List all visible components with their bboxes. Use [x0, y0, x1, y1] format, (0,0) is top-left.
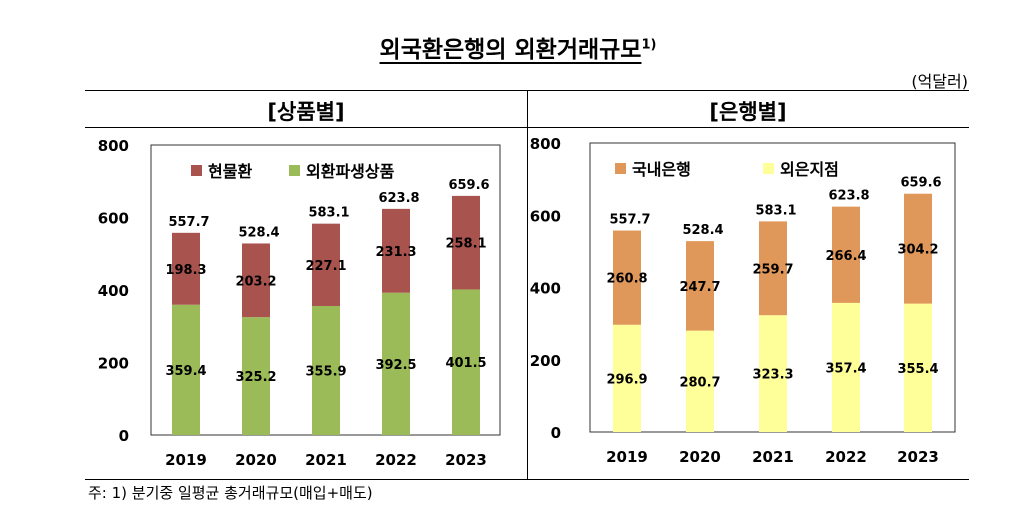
total-label: 623.8: [378, 191, 419, 206]
title-note: 1): [641, 37, 657, 53]
unit-label: (억달러): [911, 72, 968, 91]
bar-segment: [452, 195, 480, 290]
x-tick-label: 2022: [375, 451, 417, 469]
total-label: 623.8: [828, 189, 869, 204]
x-tick-label: 2019: [165, 451, 207, 469]
x-tick-label: 2019: [606, 448, 648, 466]
y-tick-label: 800: [530, 135, 561, 153]
data-label: 260.8: [606, 272, 647, 287]
total-label: 583.1: [755, 203, 796, 218]
bar-segment: [759, 221, 787, 316]
legend-label: 현물환: [208, 162, 252, 181]
x-tick-label: 2023: [897, 448, 939, 466]
bar-segment: [452, 289, 480, 435]
bottom-rule: [85, 479, 969, 480]
data-label: 325.2: [235, 370, 276, 385]
total-label: 528.4: [682, 223, 723, 238]
legend-label: 외환파생상품: [306, 162, 395, 181]
bar-segment: [759, 315, 787, 432]
legend-label: 국내은행: [632, 160, 691, 179]
data-label: 247.7: [679, 280, 720, 295]
total-label: 528.4: [238, 225, 279, 240]
bar-segment: [242, 317, 270, 435]
total-label: 583.1: [308, 206, 349, 221]
y-tick-label: 600: [530, 207, 561, 225]
x-tick-label: 2020: [235, 451, 277, 469]
data-label: 355.4: [897, 362, 938, 377]
bar-segment: [312, 305, 340, 435]
y-tick-label: 200: [98, 355, 129, 373]
total-label: 659.6: [900, 176, 941, 191]
y-tick-label: 200: [530, 352, 561, 370]
bar-segment: [172, 304, 200, 435]
y-tick-label: 600: [98, 210, 129, 228]
y-tick-label: 400: [98, 282, 129, 300]
data-label: 304.2: [897, 243, 938, 258]
legend-label: 외은지점: [780, 160, 839, 179]
bar-segment: [686, 241, 714, 331]
x-tick-label: 2021: [752, 448, 794, 466]
section-title-product: [상품별]: [267, 100, 345, 124]
total-label: 557.7: [168, 215, 209, 230]
data-label: 392.5: [375, 358, 416, 373]
x-tick-label: 2022: [825, 448, 867, 466]
data-label: 258.1: [445, 237, 486, 252]
legend-swatch: [191, 165, 202, 176]
bar-segment: [832, 302, 860, 432]
x-tick-label: 2023: [445, 451, 487, 469]
bar-segment: [382, 208, 410, 293]
bar-segment: [686, 330, 714, 432]
title-text: 외국환은행의 외환거래규모: [379, 37, 642, 63]
footnote: 주: 1) 분기중 일평균 총거래규모(매입+매도): [88, 484, 373, 502]
data-label: 359.4: [165, 364, 206, 379]
header-rule: [85, 127, 969, 128]
data-label: 227.1: [305, 259, 346, 274]
chart-by-bank: 0 200 400 600 800 296.9 260.8 557.7 2019 280.7 247…: [530, 135, 956, 466]
bar-segment: [172, 232, 200, 305]
bar-segment: [613, 230, 641, 325]
total-label: 659.6: [448, 178, 489, 193]
data-label: 266.4: [825, 249, 866, 264]
data-label: 355.9: [305, 364, 346, 379]
data-label: 259.7: [752, 262, 793, 277]
y-tick-label: 400: [530, 280, 561, 298]
data-label: 323.3: [752, 368, 793, 383]
bar-segment: [904, 303, 932, 432]
bar-segment: [312, 223, 340, 306]
y-tick-label: 0: [119, 427, 129, 445]
bar-segment: [832, 206, 860, 303]
chart-by-product: 0 200 400 600 800 359.4 198.3 557.7 2019 325.2 203…: [98, 137, 501, 469]
data-label: 280.7: [679, 375, 720, 390]
y-tick-label: 0: [551, 424, 561, 442]
total-label: 557.7: [609, 213, 650, 228]
data-label: 401.5: [445, 356, 486, 371]
data-label: 203.2: [235, 274, 276, 289]
bar-segment: [613, 324, 641, 432]
bar-segment: [904, 193, 932, 304]
legend-swatch: [615, 163, 626, 174]
data-label: 231.3: [375, 245, 416, 260]
bar-segment: [382, 292, 410, 435]
x-tick-label: 2020: [679, 448, 721, 466]
x-tick-label: 2021: [305, 451, 347, 469]
data-label: 296.9: [606, 372, 647, 387]
y-tick-label: 800: [98, 137, 129, 155]
data-label: 198.3: [165, 263, 206, 278]
page-title: 외국환은행의 외환거래규모1): [0, 30, 1036, 64]
section-title-bank: [은행별]: [709, 100, 787, 124]
bar-segment: [242, 243, 270, 318]
legend-swatch: [289, 165, 300, 176]
center-divider: [527, 90, 528, 480]
legend-swatch: [763, 163, 774, 174]
data-label: 357.4: [825, 361, 866, 376]
